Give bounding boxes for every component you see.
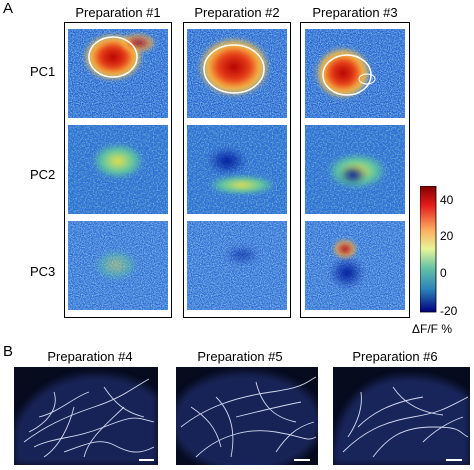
prep-2-box bbox=[183, 22, 291, 318]
axon-image-prep6 bbox=[333, 367, 470, 465]
colorbar-tick-0: 0 bbox=[440, 266, 447, 280]
tile-prep2-pc1 bbox=[187, 29, 287, 118]
tile-prep1-pc3 bbox=[68, 221, 168, 310]
tile-prep3-pc3 bbox=[305, 221, 405, 310]
row-label-pc1: PC1 bbox=[30, 64, 56, 79]
tile-prep3-pc1 bbox=[305, 29, 405, 118]
row-label-pc3: PC3 bbox=[30, 264, 56, 279]
panel-a-letter: A bbox=[3, 0, 14, 17]
prep-5-title: Preparation #5 bbox=[197, 349, 283, 364]
prep-2-title: Preparation #2 bbox=[194, 5, 280, 20]
tile-prep2-pc3 bbox=[187, 221, 287, 310]
tile-prep3-pc2 bbox=[305, 125, 405, 214]
colorbar-tick-minus-20: -20 bbox=[440, 304, 458, 318]
prep-3-title: Preparation #3 bbox=[312, 5, 398, 20]
colorbar-tick-20: 20 bbox=[440, 229, 454, 243]
tile-prep2-pc2 bbox=[187, 125, 287, 214]
tile-prep1-pc1 bbox=[68, 29, 168, 118]
prep-4-title: Preparation #4 bbox=[47, 349, 133, 364]
prep-1-box bbox=[64, 22, 172, 318]
colorbar bbox=[420, 186, 437, 313]
prep-6-title: Preparation #6 bbox=[352, 349, 438, 364]
row-label-pc2: PC2 bbox=[30, 167, 56, 182]
colorbar-tick-40: 40 bbox=[440, 193, 454, 207]
panel-b-letter: B bbox=[3, 343, 14, 360]
colorbar-label: ΔF/F % bbox=[412, 322, 453, 336]
prep-1-title: Preparation #1 bbox=[75, 5, 161, 20]
axon-image-prep5 bbox=[176, 367, 318, 465]
tile-prep1-pc2 bbox=[68, 125, 168, 214]
prep-3-box bbox=[300, 22, 410, 318]
axon-image-prep4 bbox=[14, 367, 158, 465]
